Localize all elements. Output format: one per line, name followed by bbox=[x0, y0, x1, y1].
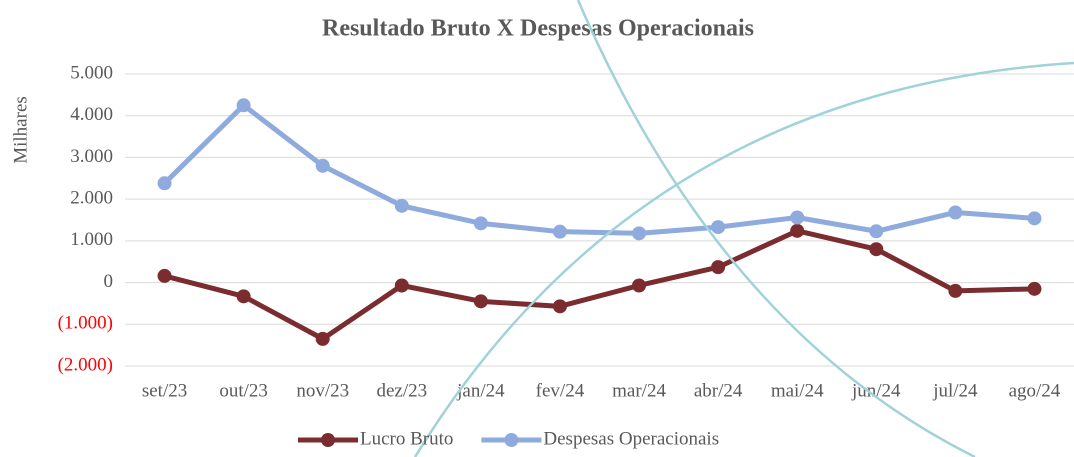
data-point bbox=[1027, 211, 1042, 226]
legend-marker bbox=[504, 433, 519, 447]
y-tick-label: (2.000) bbox=[58, 354, 113, 375]
data-point bbox=[711, 260, 726, 275]
x-tick-label: nov/23 bbox=[296, 380, 349, 401]
x-tick-label: jun/24 bbox=[851, 380, 901, 401]
x-tick-label: mai/24 bbox=[771, 380, 824, 401]
data-point bbox=[315, 158, 330, 173]
data-point bbox=[552, 224, 567, 239]
data-point bbox=[236, 289, 251, 304]
data-point bbox=[711, 220, 726, 235]
data-point bbox=[315, 331, 330, 346]
data-point bbox=[790, 210, 805, 225]
x-tick-label: abr/24 bbox=[694, 380, 743, 401]
y-axis-label: Milhares bbox=[10, 96, 31, 164]
x-tick-label: jan/24 bbox=[456, 380, 505, 401]
x-tick-label: set/23 bbox=[142, 380, 187, 401]
data-point bbox=[948, 205, 963, 220]
data-point bbox=[552, 299, 567, 314]
data-point bbox=[157, 176, 172, 191]
x-tick-label: out/23 bbox=[219, 380, 268, 401]
data-point bbox=[869, 242, 884, 257]
data-point bbox=[473, 294, 488, 309]
data-point bbox=[869, 224, 884, 239]
decoration-curve bbox=[576, 0, 976, 457]
data-point bbox=[394, 198, 409, 213]
data-point bbox=[394, 278, 409, 293]
y-tick-label: 2.000 bbox=[70, 188, 113, 209]
y-tick-label: 1.000 bbox=[70, 229, 113, 250]
y-tick-label: 4.000 bbox=[70, 104, 113, 125]
data-point bbox=[473, 216, 488, 231]
x-tick-label: fev/24 bbox=[536, 380, 585, 401]
y-tick-label: 3.000 bbox=[70, 146, 113, 167]
legend-label: Lucro Bruto bbox=[360, 428, 453, 449]
series bbox=[157, 98, 1042, 346]
data-point bbox=[1027, 281, 1042, 296]
grid: (2.000) (1.000) 0 1.000 2.000 3.000 4.000 5.000… bbox=[58, 62, 1074, 401]
chart-title: Resultado Bruto X Despesas Operacionais bbox=[322, 16, 754, 42]
legend: Lucro Bruto Despesas Operacionais bbox=[298, 428, 719, 449]
series-line bbox=[162, 102, 1035, 236]
x-tick-label: ago/24 bbox=[1009, 380, 1061, 401]
x-tick-label: dez/23 bbox=[376, 380, 427, 401]
y-tick-label: 5.000 bbox=[70, 62, 113, 83]
legend-marker bbox=[321, 433, 335, 447]
y-tick-label: (1.000) bbox=[58, 313, 113, 334]
x-tick-label: mar/24 bbox=[612, 380, 666, 401]
y-tick-label: 0 bbox=[104, 271, 114, 292]
decoration-curve bbox=[413, 61, 1074, 457]
x-tick-label: jul/24 bbox=[932, 380, 978, 401]
data-point bbox=[948, 283, 963, 298]
data-point bbox=[632, 278, 647, 293]
series-line bbox=[163, 228, 1035, 342]
data-point bbox=[157, 268, 172, 283]
data-point bbox=[236, 98, 251, 113]
data-point bbox=[790, 223, 805, 238]
legend-label: Despesas Operacionais bbox=[543, 428, 719, 449]
data-point bbox=[632, 226, 647, 241]
